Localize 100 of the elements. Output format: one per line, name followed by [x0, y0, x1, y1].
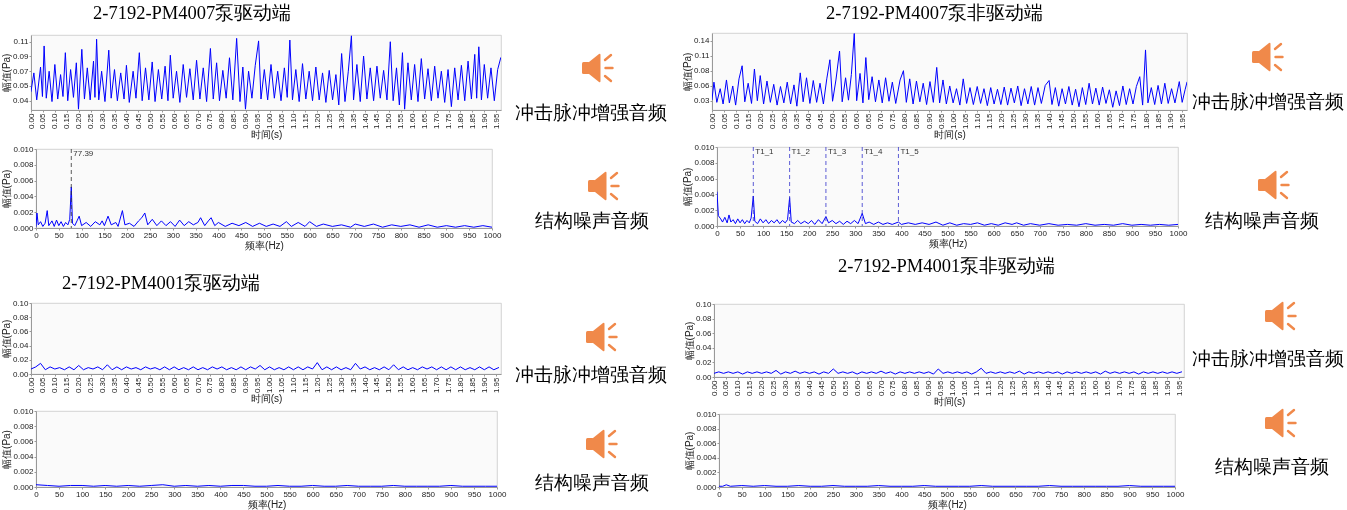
x-tick-label: 200 — [804, 489, 818, 499]
x-tick-label: 900 — [1125, 228, 1140, 238]
x-tick-label: 700 — [349, 230, 363, 240]
x-tick-label: 800 — [1079, 228, 1094, 238]
x-tick-label: 0.35 — [791, 112, 801, 130]
chart-title: 2-7192-PM4001泵非驱动端 — [838, 256, 1056, 276]
y-tick-label: 0.11 — [694, 51, 711, 61]
x-tick-label: 700 — [352, 489, 367, 499]
x-tick-label: 0 — [717, 489, 723, 499]
x-tick-label: 0.05 — [38, 112, 48, 130]
y-axis-title: 幅值(Pa) — [1, 169, 13, 209]
x-tick-label: 150 — [779, 228, 794, 238]
x-tick-label: 0.85 — [912, 379, 922, 397]
y-tick-label: 0.04 — [695, 343, 713, 353]
x-tick-label: 900 — [440, 230, 455, 240]
x-tick-label: 1.65 — [420, 112, 430, 130]
x-tick-label: 200 — [121, 230, 135, 240]
x-tick-label: 900 — [1123, 489, 1138, 499]
y-tick-label: 0.02 — [695, 357, 713, 367]
x-tick-label: 1.80 — [1138, 379, 1148, 397]
ref-line-label: T1_3 — [827, 147, 847, 156]
x-tick-label: 1.95 — [491, 112, 501, 130]
x-tick-label: 1.45 — [372, 376, 382, 394]
x-tick-label: 1.15 — [984, 112, 994, 130]
y-tick-label: 0.03 — [693, 96, 711, 106]
chart-title: 2-7192-PM4007泵驱动端 — [93, 3, 292, 23]
x-tick-label: 0.40 — [804, 379, 814, 397]
x-tick-label: 950 — [1146, 489, 1160, 499]
x-tick-label: 650 — [326, 230, 341, 240]
x-axis-title: 时间(s) — [250, 129, 283, 141]
x-tick-label: 750 — [371, 230, 386, 240]
x-tick-label: 1.90 — [1165, 112, 1175, 130]
x-tick-label: 0.65 — [181, 112, 191, 130]
ref-line-label: T1_1 — [755, 147, 775, 156]
y-axis-title: 幅值(Pa) — [681, 52, 693, 92]
x-tick-label: 100 — [75, 489, 90, 499]
x-tick-label: 0.50 — [145, 112, 155, 130]
x-tick-label: 1.10 — [971, 379, 981, 397]
y-tick-label: 0.010 — [694, 142, 716, 152]
x-tick-label: 250 — [143, 230, 158, 240]
y-axis-title: 幅值(Pa) — [1, 430, 13, 469]
x-tick-label: 1.95 — [1174, 379, 1184, 397]
x-tick-label: 400 — [214, 489, 229, 499]
y-tick-label: 0.02 — [12, 355, 30, 365]
x-tick-label: 450 — [235, 230, 249, 240]
x-axis-title: 频率(Hz) — [245, 239, 284, 251]
x-tick-label: 0.25 — [769, 379, 779, 397]
x-tick-label: 50 — [54, 230, 65, 240]
y-tick-label: 0.008 — [13, 421, 35, 431]
x-tick-label: 1000 — [1169, 228, 1188, 238]
y-tick-label: 0.002 — [696, 467, 718, 477]
x-tick-label: 0.35 — [110, 112, 119, 130]
x-tick-label: 0.65 — [181, 376, 191, 394]
x-tick-label: 1.75 — [1127, 379, 1137, 397]
x-tick-label: 0.40 — [803, 112, 813, 130]
text: 冲击脉冲增强音频 — [515, 365, 667, 385]
x-tick-label: 1.50 — [1069, 112, 1079, 130]
ref-line-label: T1_2 — [791, 147, 811, 156]
x-tick-label: 1.25 — [1007, 379, 1017, 397]
x-tick-label: 1.00 — [948, 379, 958, 397]
x-tick-label: 750 — [375, 489, 390, 499]
x-tick-label: 0.15 — [62, 112, 72, 130]
x-tick-label: 0.45 — [816, 379, 826, 397]
x-tick-label: 0.50 — [145, 376, 155, 394]
x-tick-label: 0.80 — [217, 376, 227, 394]
x-tick-label: 0 — [34, 489, 40, 499]
x-tick-label: 1.90 — [479, 112, 489, 130]
x-tick-label: 450 — [237, 489, 252, 499]
x-tick-label: 1000 — [488, 489, 507, 499]
x-tick-label: 1.25 — [324, 112, 334, 130]
x-tick-label: 1.85 — [1153, 112, 1163, 130]
x-tick-label: 800 — [398, 489, 413, 499]
x-tick-label: 0.70 — [876, 112, 886, 130]
x-tick-label: 1.05 — [277, 112, 287, 130]
x-tick-label: 850 — [1102, 228, 1117, 238]
x-tick-label: 0.30 — [779, 112, 789, 130]
x-tick-label: 50 — [737, 489, 748, 499]
x-tick-label: 0.35 — [793, 379, 802, 397]
text: 结构噪声音频 — [535, 211, 649, 231]
y-tick-label: 0.006 — [696, 438, 718, 448]
x-tick-label: 600 — [986, 489, 1001, 499]
x-tick-label: 1.40 — [360, 112, 370, 130]
x-tick-label: 1.30 — [336, 376, 346, 394]
x-tick-label: 0.95 — [253, 112, 263, 130]
x-tick-label: 500 — [941, 228, 956, 238]
x-tick-label: 350 — [872, 489, 887, 499]
x-tick-label: 0.10 — [731, 112, 741, 130]
x-tick-label: 750 — [1054, 489, 1069, 499]
x-tick-label: 0.50 — [828, 379, 838, 397]
x-tick-label: 1.80 — [455, 376, 465, 394]
x-tick-label: 150 — [98, 230, 113, 240]
x-tick-label: 200 — [803, 228, 817, 238]
x-tick-label: 1.35 — [348, 112, 358, 130]
y-tick-label: 0.004 — [13, 452, 35, 462]
x-tick-label: 750 — [1056, 228, 1071, 238]
x-tick-label: 600 — [306, 489, 321, 499]
x-tick-label: 1.70 — [1115, 379, 1125, 397]
x-tick-label: 0.20 — [755, 112, 765, 130]
x-tick-label: 1.85 — [467, 112, 477, 130]
ref-line-label: T1_4 — [864, 147, 884, 156]
